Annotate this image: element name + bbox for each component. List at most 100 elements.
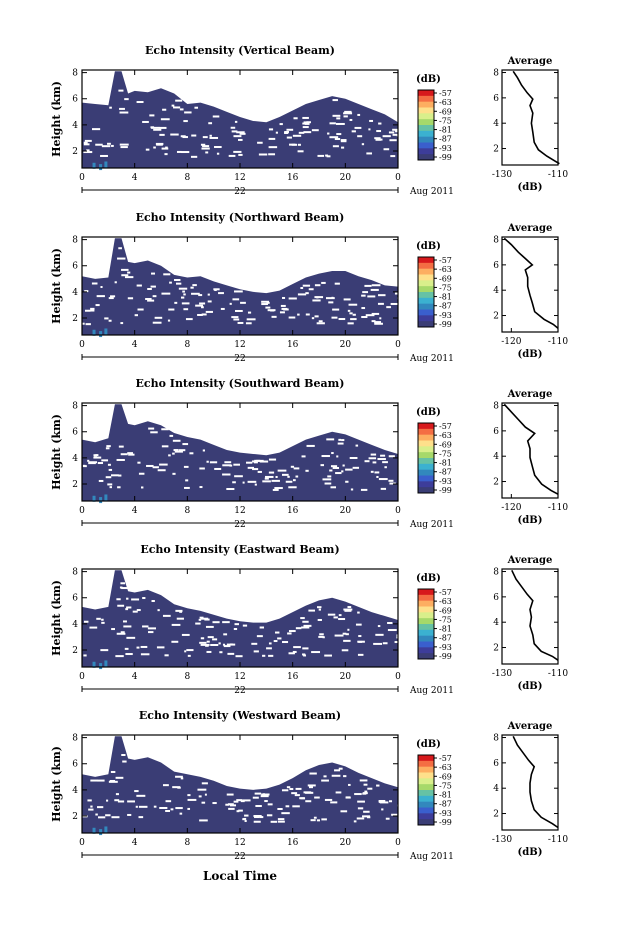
colorbar-frame (417, 89, 435, 161)
echo-gap (111, 628, 115, 631)
y-tick-label: 4 (72, 454, 78, 464)
colorbar-segment (418, 635, 434, 642)
echo-gap (138, 472, 145, 475)
strong-echo-patch (92, 329, 96, 336)
echo-gap (157, 609, 160, 612)
colorbar-segment (418, 452, 434, 459)
echo-gap (192, 284, 197, 287)
echo-gap (305, 313, 310, 316)
echo-gap (333, 616, 338, 619)
echo-gap (355, 444, 359, 447)
colorbar-segment (418, 107, 434, 114)
echo-gap (243, 817, 247, 820)
echo-gap (357, 113, 361, 116)
echo-gap (138, 816, 144, 819)
echo-gap (228, 807, 235, 810)
echo-gap (126, 636, 136, 639)
echo-gap (205, 310, 213, 313)
echo-gap (298, 131, 305, 134)
profile-x-tick-label: -120 (501, 503, 521, 513)
x-tick-label: 0 (395, 173, 401, 183)
echo-gap (379, 801, 389, 804)
y-axis-label: Height (km) (50, 414, 63, 490)
echo-gap (268, 642, 272, 645)
echo-gap (297, 143, 301, 146)
colorbar-unit: (dB) (416, 739, 441, 750)
echo-gap (147, 288, 152, 291)
echo-gap (159, 806, 168, 809)
echo-gap (257, 141, 263, 144)
profile-line (503, 403, 559, 495)
echo-gap (336, 455, 339, 458)
echo-gap (304, 122, 310, 125)
echo-gap (288, 316, 296, 319)
echo-gap (337, 442, 344, 445)
echo-gap (195, 304, 204, 307)
colorbar-segment (418, 136, 434, 143)
echo-gap (184, 650, 187, 653)
echo-gap (127, 813, 132, 816)
echo-gap (204, 618, 210, 621)
echo-gap (334, 634, 344, 637)
echo-gap (357, 800, 365, 803)
x-tick-label: 12 (234, 672, 245, 682)
echo-gap (117, 604, 125, 607)
echo-gap (213, 288, 220, 291)
echo-gap (205, 151, 209, 154)
echo-gap (205, 625, 214, 628)
echo-gap (146, 464, 154, 467)
echo-gap (303, 624, 312, 627)
echo-gap (259, 626, 265, 629)
echo-gap (156, 646, 165, 649)
echo-gap (182, 290, 185, 293)
colorbar-segment (418, 801, 434, 808)
echo-gap (341, 439, 345, 442)
echo-gap (107, 142, 111, 145)
echo-gap (220, 307, 225, 310)
echo-gap (302, 653, 306, 656)
profile-title: Average (507, 223, 553, 234)
echo-gap (371, 312, 380, 315)
echo-gap (302, 647, 309, 650)
echo-gap (222, 643, 226, 646)
echo-gap (128, 453, 135, 456)
echo-gap (219, 651, 223, 654)
echo-gap (295, 475, 299, 478)
echo-gap (379, 317, 382, 320)
echo-gap (272, 488, 279, 491)
echo-gap (134, 790, 139, 793)
echo-gap (382, 461, 388, 464)
echo-gap (202, 449, 205, 452)
echo-gap (235, 309, 243, 312)
strong-echo-patch (92, 162, 96, 169)
echo-gap (186, 649, 194, 652)
echo-gap (88, 808, 94, 811)
echo-gap (349, 457, 358, 460)
panel-title: Echo Intensity (Northward Beam) (136, 211, 345, 224)
x-tick-label: 20 (340, 838, 352, 848)
colorbar-segment (418, 755, 434, 762)
panel-title: Echo Intensity (Westward Beam) (139, 709, 341, 722)
colorbar-segment (418, 434, 434, 441)
echo-gap (136, 646, 140, 649)
echo-gap (181, 302, 190, 305)
strong-echo-patch (104, 494, 108, 501)
echo-gap (328, 301, 334, 304)
echo-gap (110, 474, 119, 477)
echo-gap (178, 287, 188, 290)
echo-gap (341, 146, 345, 149)
echo-gap (150, 285, 156, 288)
profile-y-tick-label: 6 (493, 427, 499, 437)
echo-gap (252, 460, 258, 463)
echo-gap (332, 145, 339, 148)
echo-gap (389, 482, 396, 485)
profile-y-tick-label: 6 (493, 94, 499, 104)
x-tick-label: 0 (395, 672, 401, 682)
echo-gap (306, 121, 311, 124)
echo-gap (265, 306, 271, 309)
echo-gap (338, 438, 342, 441)
echo-gap (176, 617, 184, 620)
echo-gap (104, 317, 109, 320)
echo-gap (212, 621, 220, 624)
echo-gap (230, 126, 236, 129)
